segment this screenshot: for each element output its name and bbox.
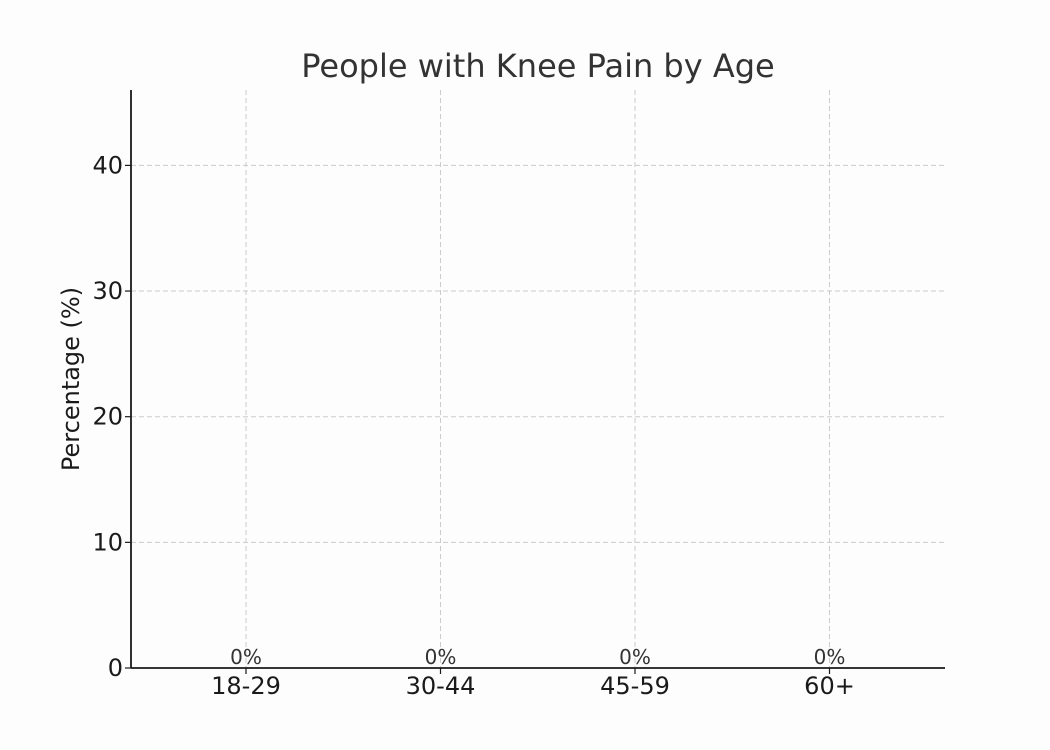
y-tick-label: 40 — [92, 151, 123, 179]
grid-layer — [131, 90, 945, 668]
data-label: 0% — [425, 645, 457, 669]
y-tick-label: 30 — [92, 277, 123, 305]
data-label: 0% — [230, 645, 262, 669]
y-ticks: 0 10 20 30 40 — [92, 151, 131, 682]
data-labels: 0% 0% 0% 0% — [230, 645, 845, 669]
x-tick-label: 60+ — [804, 672, 855, 700]
y-axis-label: Percentage (%) — [57, 287, 85, 471]
x-tick-label: 30-44 — [406, 672, 476, 700]
chart-title: People with Knee Pain by Age — [301, 47, 774, 85]
data-label: 0% — [814, 645, 846, 669]
x-ticks: 18-29 30-44 45-59 60+ — [211, 668, 855, 700]
axes-layer — [130, 90, 945, 669]
y-tick-label: 20 — [92, 403, 123, 431]
x-tick-label: 18-29 — [211, 672, 281, 700]
y-tick-label: 0 — [108, 654, 123, 682]
x-tick-label: 45-59 — [600, 672, 670, 700]
y-tick-label: 10 — [92, 528, 123, 556]
data-label: 0% — [619, 645, 651, 669]
